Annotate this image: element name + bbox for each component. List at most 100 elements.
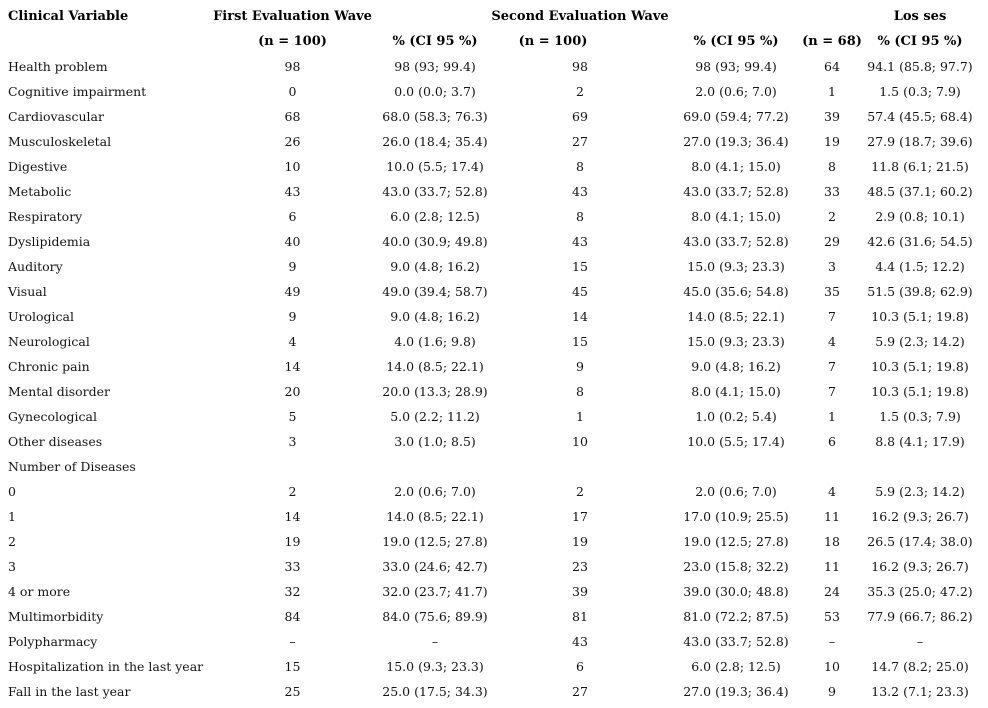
table-row: Metabolic 43 43.0 (33.7; 52.8) 43 43.0 (… <box>0 179 988 204</box>
first-wave-n-cell: 40 <box>284 234 301 249</box>
losses-pct-ci-cell: 14.7 (8.2; 25.0) <box>871 659 969 674</box>
first-wave-pct-ci-cell: 14.0 (8.5; 22.1) <box>386 509 484 524</box>
second-wave-n-cell: 8 <box>576 384 584 399</box>
row-label: Other diseases <box>8 434 103 449</box>
first-wave-n-cell: 14 <box>284 509 301 524</box>
losses-pct-ci-cell: 42.6 (31.6; 54.5) <box>867 234 973 249</box>
losses-n-cell: 24 <box>824 584 840 599</box>
second-wave-n-cell: 43 <box>572 634 588 649</box>
first-wave-n-cell: 10 <box>284 159 301 174</box>
table-row: Multimorbidity 84 84.0 (75.6; 89.9) 81 8… <box>0 604 988 629</box>
table-row: Cognitive impairment 0 0.0 (0.0; 3.7) 2 … <box>0 79 988 104</box>
losses-n-cell: 11 <box>824 559 840 574</box>
second-wave-n-cell: 14 <box>572 309 588 324</box>
row-label: Polypharmacy <box>8 634 98 649</box>
first-wave-pct-ci-cell: 15.0 (9.3; 23.3) <box>386 659 484 674</box>
row-label: Visual <box>8 284 47 299</box>
table-row: Cardiovascular 68 68.0 (58.3; 76.3) 69 6… <box>0 104 988 129</box>
first-wave-pct-ci-cell: 19.0 (12.5; 27.8) <box>382 534 488 549</box>
second-wave-n-cell: 19 <box>572 534 588 549</box>
table-row: Other diseases 3 3.0 (1.0; 8.5) 10 10.0 … <box>0 429 988 454</box>
losses-pct-ci-cell: 2.9 (0.8; 10.1) <box>875 209 965 224</box>
table-row: 1 14 14.0 (8.5; 22.1) 17 17.0 (10.9; 25.… <box>0 504 988 529</box>
first-wave-pct-ci-cell: 5.0 (2.2; 11.2) <box>390 409 480 424</box>
losses-pct-ci-cell: 51.5 (39.8; 62.9) <box>867 284 973 299</box>
losses-pct-ci-cell: 1.5 (0.3; 7.9) <box>879 409 961 424</box>
second-wave-n-cell: 8 <box>576 159 584 174</box>
row-label: Dyslipidemia <box>8 234 91 249</box>
first-wave-pct-ci-cell: 43.0 (33.7; 52.8) <box>382 184 488 199</box>
first-wave-n-cell: 3 <box>288 434 297 449</box>
row-label: Chronic pain <box>8 359 90 374</box>
row-label: Gynecological <box>8 409 97 424</box>
second-wave-pct-ci-cell: 43.0 (33.7; 52.8) <box>683 634 789 649</box>
row-label: 3 <box>8 559 16 574</box>
row-label: 4 or more <box>8 584 71 599</box>
losses-pct-ci-cell: 11.8 (6.1; 21.5) <box>871 159 969 174</box>
first-wave-pct-ci-cell: 3.0 (1.0; 8.5) <box>394 434 476 449</box>
second-wave-pct-ci-cell: 9.0 (4.8; 16.2) <box>691 359 781 374</box>
losses-n-cell: 11 <box>824 509 840 524</box>
table-row: Mental disorder 20 20.0 (13.3; 28.9) 8 8… <box>0 379 988 404</box>
table-row: Digestive 10 10.0 (5.5; 17.4) 8 8.0 (4.1… <box>0 154 988 179</box>
losses-pct-ci-cell: 5.9 (2.3; 14.2) <box>875 334 965 349</box>
subheader-second-wave-pct-ci: % (CI 95 %) <box>693 34 779 49</box>
second-wave-pct-ci-cell: 27.0 (19.3; 36.4) <box>683 134 789 149</box>
table-row: Gynecological 5 5.0 (2.2; 11.2) 1 1.0 (0… <box>0 404 988 429</box>
losses-n-cell: 35 <box>824 284 840 299</box>
second-wave-n-cell: 69 <box>572 109 588 124</box>
second-wave-pct-ci-cell: 8.0 (4.1; 15.0) <box>691 384 781 399</box>
subheader-first-wave-n: (n = 100) <box>258 34 327 49</box>
table-row: 2 19 19.0 (12.5; 27.8) 19 19.0 (12.5; 27… <box>0 529 988 554</box>
table-row: Health problem 98 98 (93; 99.4) 98 98 (9… <box>0 54 988 79</box>
first-wave-pct-ci-cell: 40.0 (30.9; 49.8) <box>382 234 488 249</box>
row-label: 1 <box>8 509 16 524</box>
subheader-first-wave-pct-ci: % (CI 95 %) <box>392 34 478 49</box>
first-wave-n-cell: 68 <box>284 109 301 124</box>
row-label: Auditory <box>8 259 63 274</box>
second-wave-pct-ci-cell: 8.0 (4.1; 15.0) <box>691 159 781 174</box>
second-wave-pct-ci-cell: 15.0 (9.3; 23.3) <box>687 259 785 274</box>
second-wave-n-cell: 15 <box>572 334 588 349</box>
losses-pct-ci-cell: 35.3 (25.0; 47.2) <box>867 584 973 599</box>
second-wave-n-cell: 9 <box>576 359 584 374</box>
row-label: Musculoskeletal <box>8 134 112 149</box>
second-wave-n-cell: 17 <box>572 509 588 524</box>
losses-n-cell: 2 <box>828 209 836 224</box>
table-body: Health problem 98 98 (93; 99.4) 98 98 (9… <box>0 54 988 704</box>
first-wave-pct-ci-cell: 33.0 (24.6; 42.7) <box>382 559 488 574</box>
losses-pct-ci-cell: 1.5 (0.3; 7.9) <box>879 84 961 99</box>
losses-n-cell: 53 <box>824 609 840 624</box>
first-wave-pct-ci-cell: 25.0 (17.5; 34.3) <box>382 684 488 699</box>
col-header-losses: Los ses <box>893 9 947 24</box>
first-wave-pct-ci-cell: 4.0 (1.6; 9.8) <box>394 334 476 349</box>
second-wave-pct-ci-cell: 81.0 (72.2; 87.5) <box>683 609 789 624</box>
second-wave-n-cell: 8 <box>576 209 584 224</box>
row-label: Digestive <box>8 159 68 174</box>
table-header-sub-row: (n = 100) % (CI 95 %) (n = 100) % (CI 95… <box>0 29 988 54</box>
losses-pct-ci-cell: 77.9 (66.7; 86.2) <box>867 609 973 624</box>
table-row: Urological 9 9.0 (4.8; 16.2) 14 14.0 (8.… <box>0 304 988 329</box>
second-wave-n-cell: 10 <box>572 434 588 449</box>
table-row: Respiratory 6 6.0 (2.8; 12.5) 8 8.0 (4.1… <box>0 204 988 229</box>
subheader-losses-pct-ci: % (CI 95 %) <box>877 34 963 49</box>
first-wave-n-cell: 98 <box>284 59 301 74</box>
table-row: 0 2 2.0 (0.6; 7.0) 2 2.0 (0.6; 7.0) 4 5.… <box>0 479 988 504</box>
subheader-second-wave-n: (n = 100) <box>518 34 588 49</box>
first-wave-n-cell: 19 <box>284 534 301 549</box>
losses-n-cell: 10 <box>824 659 840 674</box>
col-header-clinical-variable: Clinical Variable <box>8 9 129 24</box>
table-row: Number of Diseases <box>0 454 988 479</box>
first-wave-pct-ci-cell: 32.0 (23.7; 41.7) <box>382 584 488 599</box>
table-row: Hospitalization in the last year 15 15.0… <box>0 654 988 679</box>
row-label: Metabolic <box>8 184 72 199</box>
first-wave-n-cell: 20 <box>284 384 301 399</box>
second-wave-n-cell: 81 <box>572 609 588 624</box>
first-wave-n-cell: 26 <box>284 134 301 149</box>
second-wave-pct-ci-cell: 45.0 (35.6; 54.8) <box>683 284 789 299</box>
table-row: 4 or more 32 32.0 (23.7; 41.7) 39 39.0 (… <box>0 579 988 604</box>
second-wave-pct-ci-cell: 23.0 (15.8; 32.2) <box>683 559 789 574</box>
second-wave-pct-ci-cell: 2.0 (0.6; 7.0) <box>695 484 777 499</box>
losses-n-cell: 6 <box>828 434 836 449</box>
first-wave-pct-ci-cell: 0.0 (0.0; 3.7) <box>394 84 476 99</box>
